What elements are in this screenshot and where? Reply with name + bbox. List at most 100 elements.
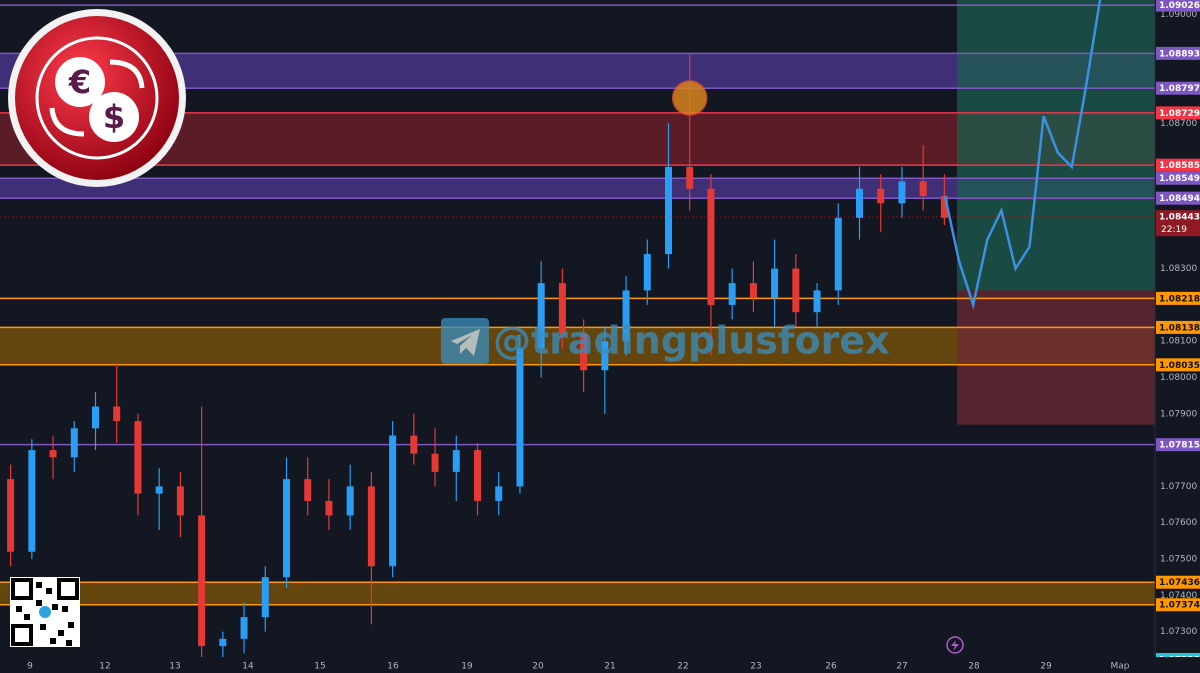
- level-tag: [1156, 106, 1200, 120]
- level-tag: [1156, 575, 1200, 589]
- stop-zone: [957, 290, 1155, 425]
- level-tag-label: 1.08585: [1159, 161, 1200, 171]
- level-tag-label: 1.09026: [1159, 1, 1200, 11]
- candle-body: [155, 486, 163, 494]
- level-tag: [1156, 46, 1200, 60]
- level-tag: [1156, 171, 1200, 185]
- zone: [0, 582, 1155, 605]
- dollar-symbol: $: [103, 98, 125, 136]
- candle-body: [389, 435, 397, 567]
- watermark-text: @tradingplusforex: [493, 319, 890, 363]
- qr-finder: [11, 578, 33, 600]
- candle-body: [431, 453, 439, 472]
- candle-body: [346, 486, 354, 516]
- y-tick-label: 1.07300: [1160, 627, 1197, 637]
- projection: [943, 0, 1102, 310]
- level-tag-label: 1.08494: [1159, 194, 1200, 204]
- x-tick-label: 29: [1040, 662, 1052, 672]
- candle-body: [537, 283, 545, 349]
- x-tick-label: 23: [750, 662, 761, 672]
- level-tag: [1156, 598, 1200, 612]
- y-tick-label: 1.08300: [1160, 264, 1197, 274]
- x-tick-label: 15: [314, 662, 325, 672]
- candle-body: [516, 348, 524, 487]
- x-tick-label: 13: [169, 662, 180, 672]
- level-tag: [1156, 0, 1200, 12]
- x-tick-label: 9: [27, 662, 33, 672]
- level-tag: [1156, 320, 1200, 334]
- candle-body: [134, 421, 142, 494]
- candle-body: [240, 617, 248, 639]
- qr-code: [10, 577, 80, 647]
- arrow-top: [109, 59, 145, 89]
- y-tick-label: 1.07700: [1160, 482, 1197, 492]
- level-tag: [1156, 191, 1200, 205]
- candle-body: [474, 450, 481, 501]
- candle-body: [665, 166, 672, 255]
- candle-body: [176, 486, 184, 516]
- x-tick-label: 19: [461, 662, 473, 672]
- y-tick-label: 1.08700: [1160, 119, 1197, 129]
- x-tick-label: 14: [242, 662, 254, 672]
- candle-body: [601, 341, 609, 371]
- dollar-coin: [89, 92, 139, 142]
- level-tag: [1156, 438, 1200, 452]
- projection-line: [943, 0, 1102, 310]
- candle-body: [495, 486, 503, 501]
- y-tick-label: 1.07400: [1160, 591, 1197, 601]
- level-tag: [1156, 291, 1200, 305]
- x-tick-label: Мар: [1111, 662, 1130, 672]
- candles: [7, 54, 948, 657]
- y-tick-label: 1.08000: [1160, 373, 1197, 383]
- countdown: 22:19: [1161, 225, 1187, 235]
- level-tag: [1156, 210, 1200, 237]
- x-tick-label: 28: [968, 662, 980, 672]
- candle-body: [707, 188, 715, 305]
- y-tick-label: 1.07900: [1160, 409, 1197, 419]
- position: [957, 0, 1155, 425]
- logo-inner-ring: [35, 36, 159, 160]
- x-tick-label: 12: [99, 662, 110, 672]
- level-tag: [1156, 358, 1200, 372]
- candle-body: [877, 188, 885, 204]
- telegram-icon: [441, 318, 489, 364]
- alert-bolt: [951, 640, 959, 651]
- level-tag-label: 1.08797: [1159, 84, 1200, 94]
- qr-telegram: [39, 606, 51, 618]
- x-tick-label: 22: [677, 662, 688, 672]
- price-axis-labels: 1.09000 1.08700 1.08300 1.08100 1.08000 1.079…: [1160, 10, 1197, 637]
- qr-modules: [16, 582, 74, 646]
- level-tag-label: 1.08893: [1159, 49, 1200, 59]
- level-tag-label: 1.07374: [1159, 601, 1200, 611]
- candle-body: [834, 217, 842, 291]
- candle-body: [283, 479, 290, 578]
- candle-body: [304, 479, 312, 501]
- time-axis-bg: [0, 657, 1200, 673]
- arrow-bottom: [49, 107, 85, 137]
- candle-body: [898, 181, 906, 204]
- telegram-plane: [451, 329, 480, 356]
- y-tick-label: 1.09000: [1160, 10, 1197, 20]
- alert-icon[interactable]: [946, 636, 964, 654]
- candle-body: [643, 254, 651, 291]
- candle-body: [686, 166, 694, 189]
- candle-body: [198, 515, 206, 647]
- levels: [0, 4, 1155, 606]
- level-tag: [1156, 81, 1200, 95]
- x-tick-label: 27: [896, 662, 907, 672]
- candle-body: [856, 188, 863, 218]
- candle-body: [410, 435, 418, 454]
- candle-body: [49, 450, 57, 458]
- candle-body: [919, 181, 927, 197]
- candle-body: [113, 406, 121, 422]
- level-tag-label: 1.07815: [1159, 441, 1200, 451]
- level-tag-label: 1.07436: [1159, 578, 1200, 588]
- qr-finder: [57, 578, 79, 600]
- level-tag-label: 1.08035: [1159, 361, 1200, 371]
- level-tag-label: 1.08218: [1159, 294, 1200, 304]
- x-tick-label: 20: [532, 662, 544, 672]
- candle-body: [28, 450, 36, 552]
- y-tick-label: 1.07600: [1160, 518, 1197, 528]
